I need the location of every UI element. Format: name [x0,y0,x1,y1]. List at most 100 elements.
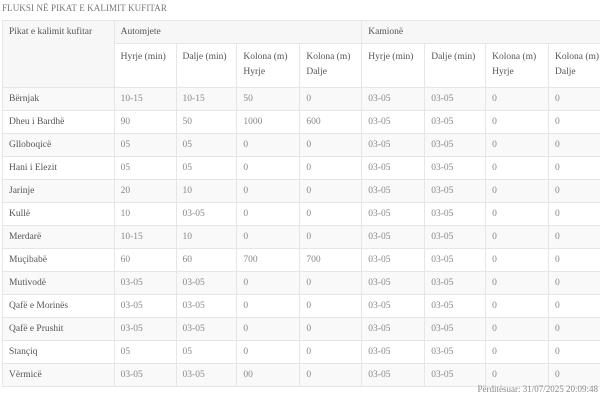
table-cell: 0 [236,225,301,249]
table-cell: 0 [485,87,550,111]
table-cell: 03-05 [175,317,238,341]
table-cell: 0 [548,156,600,180]
column-header: Dalje (min) [424,43,487,88]
table-cell: 0 [299,363,363,387]
table-row: Qafë e Morinës 03-05 03-05 0 0 03-05 03-05 0 0 [2,294,600,318]
table-cell: 03-05 [424,87,487,111]
table-cell: 05 [113,340,177,364]
table-cell: 0 [299,225,363,249]
table-cell: 50 [175,110,238,134]
table-cell: 0 [236,202,301,226]
table-cell: 03-05 [424,156,487,180]
group-header-kamione: Kamionë [361,20,600,44]
table-cell: 0 [485,248,550,272]
table-cell: 0 [548,225,600,249]
table-cell: 10-15 [113,87,177,111]
table-cell: 0 [548,340,600,364]
table-cell: 0 [299,294,363,318]
crossing-name: Muçibabë [2,248,115,272]
table-cell: 03-05 [113,317,177,341]
table-cell: 0 [548,87,600,111]
table-cell: 0 [548,179,600,203]
table-cell: 0 [548,294,600,318]
table-row: Stançiq 05 05 0 0 03-05 03-05 0 0 [2,340,600,364]
crossing-name: Stançiq [2,340,115,364]
table-cell: 0 [299,202,363,226]
table-cell: 03-05 [113,363,177,387]
table-cell: 0 [236,317,301,341]
table-cell: 0 [548,317,600,341]
table-cell: 03-05 [424,133,487,157]
table-cell: 03-05 [361,271,426,295]
table-cell: 0 [299,271,363,295]
table-cell: 03-05 [361,294,426,318]
table-row: Kullë 10 03-05 0 0 03-05 03-05 0 0 [2,202,600,226]
table-cell: 0 [485,317,550,341]
table-cell: 03-05 [424,363,487,387]
table-cell: 03-05 [424,294,487,318]
table-cell: 0 [485,110,550,134]
table-cell: 0 [299,340,363,364]
table-cell: 0 [485,363,550,387]
table-cell: 0 [236,179,301,203]
table-cell: 60 [113,248,177,272]
table-cell: 600 [299,110,363,134]
table-cell: 03-05 [361,87,426,111]
column-header: Dalje (min) [175,43,238,88]
page-title: FLUKSI NË PIKAT E KALIMIT KUFITAR [2,3,167,13]
row-header: Pikat e kalimit kufitar [2,20,115,88]
table-cell: 0 [236,133,301,157]
crossing-name: Hani i Elezit [2,156,115,180]
table-cell: 0 [299,133,363,157]
crossing-name: Mutivodë [2,271,115,295]
table-cell: 03-05 [424,340,487,364]
table-cell: 03-05 [175,271,238,295]
table-cell: 03-05 [113,294,177,318]
table-row: Qafë e Prushit 03-05 03-05 0 0 03-05 03-05 0 0 [2,317,600,341]
table-cell: 03-05 [175,202,238,226]
table-cell: 03-05 [175,294,238,318]
table-cell: 0 [485,294,550,318]
crossing-name: Qafë e Morinës [2,294,115,318]
table-cell: 0 [236,340,301,364]
table-cell: 10 [113,202,177,226]
table-cell: 10-15 [113,225,177,249]
table-cell: 03-05 [175,363,238,387]
table-cell: 90 [113,110,177,134]
table-cell: 0 [485,340,550,364]
table-cell: 700 [299,248,363,272]
table-cell: 0 [236,294,301,318]
crossing-name: Merdarë [2,225,115,249]
table-cell: 700 [236,248,301,272]
table-cell: 0 [548,133,600,157]
table-cell: 05 [113,156,177,180]
table-cell: 0 [548,110,600,134]
table-cell: 03-05 [361,340,426,364]
table-cell: 05 [175,133,238,157]
table-cell: 03-05 [361,133,426,157]
column-header: Kolona (m) Dalje [299,43,363,88]
table-cell: 03-05 [424,271,487,295]
last-updated: Përditësuar: 31/07/2025 20:09:48 [477,384,599,394]
table-cell: 0 [485,202,550,226]
table-row: Hani i Elezit 05 05 0 0 03-05 03-05 0 0 [2,156,600,180]
table-cell: 03-05 [361,110,426,134]
table-cell: 20 [113,179,177,203]
table-cell: 0 [299,156,363,180]
table-cell: 03-05 [361,156,426,180]
table-cell: 03-05 [361,225,426,249]
column-header: Kolona (m) Hyrje [236,43,301,88]
table-cell: 50 [236,87,301,111]
table-cell: 03-05 [361,248,426,272]
table-cell: 0 [485,179,550,203]
table-row: Dheu i Bardhë 90 50 1000 600 03-05 03-05 0 0 [2,110,600,134]
table-cell: 0 [299,87,363,111]
table-cell: 0 [485,133,550,157]
table-row: Bërnjak 10-15 10-15 50 0 03-05 03-05 0 0 [2,87,600,111]
table-cell: 10 [175,179,238,203]
table-row: Vërmicë 03-05 03-05 00 0 03-05 03-05 0 0 [2,363,600,387]
table-cell: 05 [175,340,238,364]
table-cell: 10 [175,225,238,249]
table-cell: 05 [113,133,177,157]
table-cell: 03-05 [361,317,426,341]
